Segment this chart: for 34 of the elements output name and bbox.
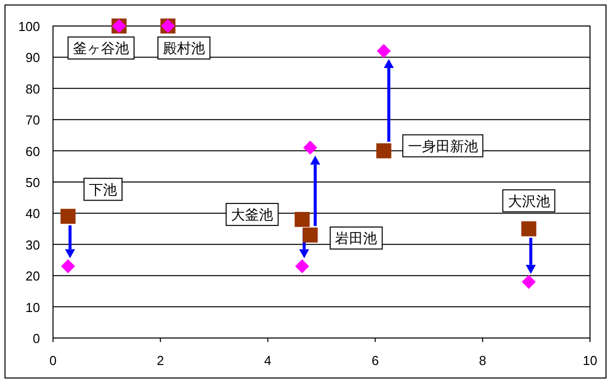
annotation: 殿村池 xyxy=(162,40,205,56)
annotation: 下池 xyxy=(89,181,118,198)
y-tick-label: 60 xyxy=(26,144,40,159)
y-tick-label: 20 xyxy=(26,268,40,284)
point xyxy=(376,143,392,158)
y-tick-label: 40 xyxy=(26,206,40,222)
x-tick-label: 2 xyxy=(156,353,164,368)
x-tick-label: 10 xyxy=(582,353,598,368)
point xyxy=(522,274,536,289)
x-tick-label: 8 xyxy=(478,353,486,368)
y-tick-label: 70 xyxy=(26,112,40,128)
y-tick-label: 10 xyxy=(26,300,40,315)
annotation: 岩田池 xyxy=(335,230,378,246)
x-tick-label: 4 xyxy=(264,353,272,368)
annotation: 大沢池 xyxy=(508,192,550,209)
point xyxy=(376,44,391,58)
point xyxy=(521,221,536,236)
point xyxy=(294,212,310,227)
y-tick-label: 90 xyxy=(26,50,40,66)
y-tick-label: 0 xyxy=(32,331,40,346)
y-tick-label: 50 xyxy=(26,175,40,190)
annotation: 釜ヶ谷池 xyxy=(73,40,130,56)
annotation: 大釜池 xyxy=(231,206,274,222)
point xyxy=(303,140,318,155)
annotation: 一身田新池 xyxy=(408,138,478,154)
x-tick-label: 0 xyxy=(49,353,57,368)
y-tick-label: 100 xyxy=(18,19,40,34)
point xyxy=(295,259,310,274)
x-tick-label: 6 xyxy=(372,353,379,368)
y-tick-label: 30 xyxy=(26,237,40,252)
point xyxy=(60,208,76,224)
point xyxy=(61,259,76,274)
point xyxy=(302,228,318,243)
y-tick-label: 80 xyxy=(26,81,40,96)
